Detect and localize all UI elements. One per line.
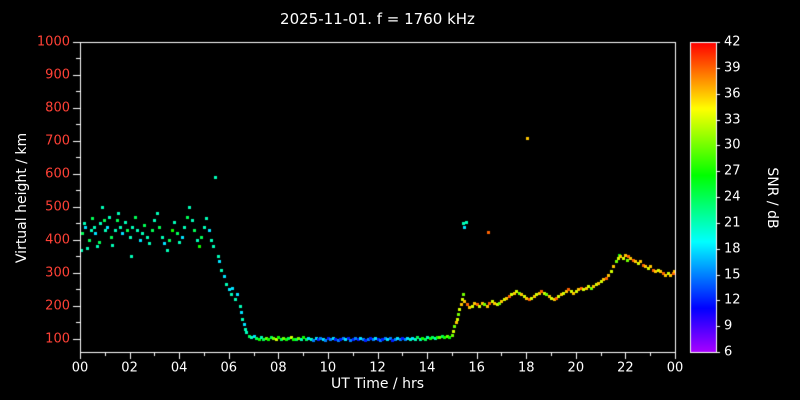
x-tick-label: 16 (468, 360, 485, 376)
colorbar-tick-label: 42 (724, 34, 741, 50)
y-tick-label: 800 (45, 100, 70, 116)
x-tick-label: 14 (418, 360, 436, 376)
colorbar-tick-label: 24 (724, 189, 741, 205)
x-tick-label: 10 (319, 360, 337, 376)
x-tick-label: 00 (666, 360, 684, 376)
x-tick-label: 20 (567, 360, 585, 376)
colorbar-tick-label: 21 (724, 215, 741, 231)
colorbar-label: SNR / dB (764, 167, 780, 229)
x-axis-label: UT Time / hrs (330, 376, 425, 392)
x-tick-label: 04 (170, 360, 188, 376)
y-axis-label: Virtual height / km (14, 132, 30, 264)
colorbar-tick-label: 33 (724, 112, 741, 127)
colorbar-tick-label: 12 (724, 292, 741, 308)
x-tick-label: 02 (121, 360, 138, 376)
y-tick-label: 300 (45, 265, 70, 281)
y-tick-label: 400 (45, 232, 70, 248)
x-tick-label: 18 (517, 360, 535, 376)
x-tick-label: 12 (369, 360, 386, 376)
x-tick-label: 08 (270, 360, 287, 376)
chart-title: 2025-11-01. f = 1760 kHz (280, 10, 475, 28)
colorbar-tick-label: 6 (724, 344, 733, 360)
colorbar-tick-label: 39 (724, 60, 741, 76)
y-tick-label: 500 (45, 199, 70, 215)
y-tick-label: 200 (45, 298, 70, 314)
colorbar-tick-label: 30 (724, 137, 741, 153)
x-tick-label: 06 (220, 360, 238, 376)
x-tick-label: 22 (617, 360, 634, 376)
colorbar-tick-label: 18 (724, 241, 741, 257)
y-tick-label: 600 (45, 166, 70, 182)
x-tick-label: 00 (71, 360, 89, 376)
y-tick-label: 100 (45, 331, 70, 347)
y-tick-label: 900 (45, 67, 70, 83)
y-tick-label: 1000 (36, 34, 70, 50)
y-tick-label: 700 (45, 133, 70, 149)
colorbar-tick-label: 27 (724, 163, 741, 179)
colorbar-tick-label: 15 (724, 267, 741, 282)
colorbar-tick-label: 9 (724, 318, 733, 334)
colorbar-tick-label: 36 (724, 86, 741, 102)
